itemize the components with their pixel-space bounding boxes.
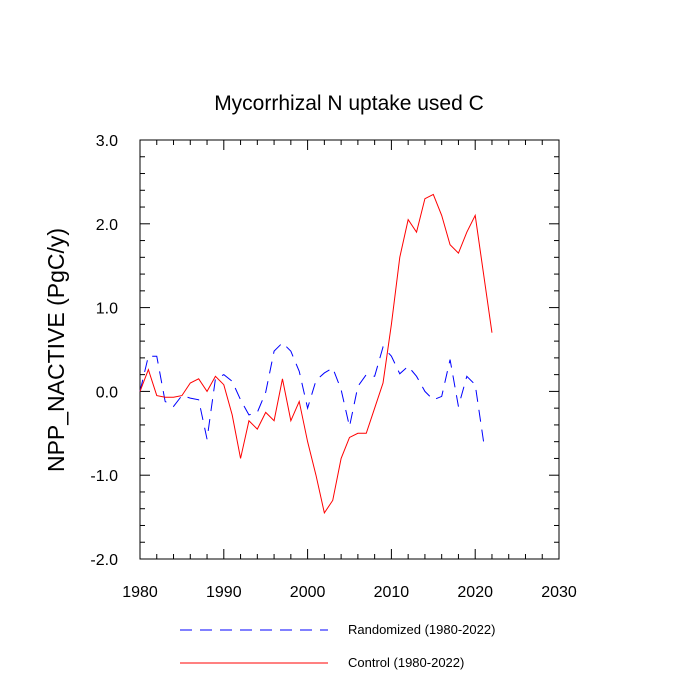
- chart-title: Mycorrhizal N uptake used C: [214, 92, 484, 115]
- x-tick-label: 2010: [374, 584, 410, 601]
- y-tick-label: 1.0: [96, 301, 118, 318]
- series-line-control: [139, 193, 493, 515]
- y-axis: -2.0 -1.0 0.0 1.0 2.0 3.0: [90, 133, 559, 569]
- y-axis-label: NPP_NACTIVE (PgC/y): [43, 228, 69, 472]
- x-tick-label: 2020: [457, 584, 493, 601]
- y-tick-label: 2.0: [96, 217, 118, 234]
- legend-label-control: Control (1980-2022): [348, 655, 464, 670]
- y-tick-label: -2.0: [90, 552, 118, 569]
- minor-ticks: [140, 140, 559, 559]
- legend: Randomized (1980-2022) Control (1980-202…: [180, 622, 495, 670]
- x-tick-label: 2030: [541, 584, 577, 601]
- series-line-randomized: [139, 342, 485, 442]
- series-lines: [139, 193, 493, 515]
- y-tick-label: 0.0: [96, 384, 118, 401]
- x-axis: 1980 1990 2000 2010 2020 2030: [122, 140, 577, 601]
- x-tick-label: 1990: [206, 584, 242, 601]
- x-tick-label: 1980: [122, 584, 158, 601]
- y-tick-label: -1.0: [90, 468, 118, 485]
- plot-frame: [139, 139, 560, 560]
- x-tick-label: 2000: [290, 584, 326, 601]
- legend-label-randomized: Randomized (1980-2022): [348, 622, 495, 637]
- y-tick-label: 3.0: [96, 133, 118, 150]
